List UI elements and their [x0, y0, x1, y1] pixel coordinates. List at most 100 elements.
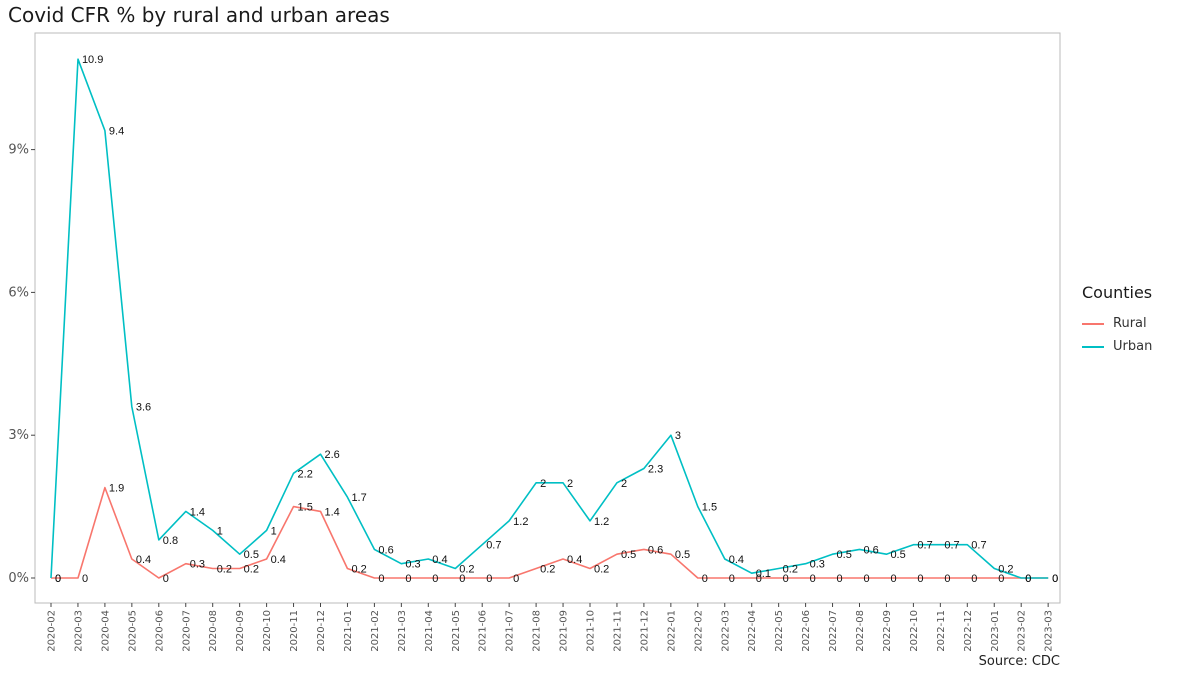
- y-tick-label: 9%: [8, 143, 29, 158]
- data-label-rural: 0: [163, 573, 169, 585]
- data-label-rural: 0: [513, 573, 519, 585]
- x-tick-label: 2022-10: [909, 610, 920, 652]
- x-tick-label: 2022-04: [747, 610, 758, 652]
- data-label-rural: 0.2: [351, 563, 366, 575]
- x-tick-label: 2021-12: [639, 610, 650, 652]
- data-label-urban: 0.5: [244, 549, 259, 561]
- legend-item-rural: Rural: [1082, 312, 1152, 335]
- data-label-urban: 3.6: [136, 402, 151, 414]
- x-tick-label: 2022-07: [828, 610, 839, 652]
- data-label-rural: 0.6: [648, 544, 663, 556]
- x-tick-label: 2021-11: [612, 610, 623, 652]
- x-tick-label: 2020-03: [73, 610, 84, 652]
- data-label-rural: 0.2: [540, 563, 555, 575]
- data-labels: 0 01.90.400.3 0.2 0.20.41.5 1.40.20 0 0 0 0 00.20…: [55, 54, 1058, 585]
- y-tick-label: 0%: [8, 571, 29, 586]
- x-tick-label: 2022-01: [666, 610, 677, 652]
- data-label-urban: 0.8: [163, 535, 178, 547]
- data-label-urban: 0.7: [944, 540, 959, 552]
- legend-item-urban: Urban: [1082, 335, 1152, 358]
- data-label-rural: 0: [917, 573, 923, 585]
- data-label-urban: 0.1: [756, 568, 771, 580]
- x-tick-label: 2020-07: [181, 610, 192, 652]
- x-tick-label: 2021-03: [397, 610, 408, 652]
- data-label-rural: 0: [459, 573, 465, 585]
- plot-panel-border: [34, 32, 1061, 604]
- source-note: Source: CDC: [978, 654, 1060, 669]
- y-axis: 0% 3% 6% 9%: [8, 143, 35, 586]
- x-tick-label: 2021-01: [343, 610, 354, 652]
- data-label-rural: 0: [998, 573, 1004, 585]
- data-label-urban: 0.4: [432, 554, 447, 566]
- data-label-rural: 0: [837, 573, 843, 585]
- y-tick-label: 3%: [8, 428, 29, 443]
- x-tick-label: 2022-08: [855, 610, 866, 652]
- x-axis: 2020-02 2020-03 2020-04 2020-05 2020-06 2020-…: [47, 603, 1055, 652]
- chart-title: Covid CFR % by rural and urban areas: [8, 3, 390, 27]
- data-label-urban: 2.2: [298, 468, 313, 480]
- data-label-urban: 1.2: [594, 516, 609, 528]
- x-tick-label: 2022-12: [963, 610, 974, 652]
- data-label-rural: 0: [82, 573, 88, 585]
- data-label-rural: 1.5: [298, 502, 313, 514]
- x-tick-label: 2022-11: [936, 610, 947, 652]
- data-label-urban: 1.4: [190, 506, 205, 518]
- data-label-urban: 0.5: [890, 549, 905, 561]
- x-tick-label: 2023-02: [1017, 610, 1028, 652]
- data-label-urban: 0: [55, 573, 61, 585]
- data-label-urban: 9.4: [109, 126, 124, 138]
- data-label-rural: 1.9: [109, 483, 124, 495]
- x-tick-label: 2021-10: [586, 610, 597, 652]
- data-label-rural: 0.5: [621, 549, 636, 561]
- data-label-urban: 0: [1052, 573, 1058, 585]
- data-label-rural: 0: [702, 573, 708, 585]
- data-label-rural: 0.2: [244, 563, 259, 575]
- data-label-rural: 0: [1025, 573, 1031, 585]
- y-tick-label: 6%: [8, 285, 29, 300]
- data-label-rural: 0: [810, 573, 816, 585]
- data-label-rural: 0.2: [594, 563, 609, 575]
- legend-swatch-rural: [1082, 322, 1104, 325]
- data-label-rural: 0: [971, 573, 977, 585]
- data-label-urban: 1.5: [702, 502, 717, 514]
- data-label-rural: 0: [890, 573, 896, 585]
- x-tick-label: 2021-07: [505, 610, 516, 652]
- series-line-rural: [51, 486, 1049, 579]
- x-tick-label: 2021-04: [424, 610, 435, 652]
- legend-swatch-urban: [1082, 345, 1104, 348]
- data-label-rural: 0: [378, 573, 384, 585]
- data-label-rural: 0.5: [675, 549, 690, 561]
- data-label-rural: 0: [756, 573, 762, 585]
- x-tick-label: 2022-09: [882, 610, 893, 652]
- x-tick-label: 2020-09: [235, 610, 246, 652]
- data-label-rural: 0.2: [217, 563, 232, 575]
- x-tick-label: 2020-10: [262, 610, 273, 652]
- x-tick-label: 2021-02: [370, 610, 381, 652]
- data-label-urban: 2: [621, 478, 627, 490]
- data-label-urban: 10.9: [82, 54, 103, 66]
- data-label-urban: 1: [271, 525, 277, 537]
- legend-label-rural: Rural: [1113, 316, 1147, 331]
- data-label-urban: 0.2: [459, 563, 474, 575]
- x-tick-label: 2023-03: [1044, 610, 1055, 652]
- x-tick-label: 2020-05: [127, 610, 138, 652]
- data-label-urban: 1: [217, 525, 223, 537]
- data-label-rural: 0: [944, 573, 950, 585]
- data-label-urban: 0.7: [486, 540, 501, 552]
- data-label-urban: 2: [567, 478, 573, 490]
- legend-title: Counties: [1082, 283, 1153, 302]
- x-tick-label: 2021-08: [532, 610, 543, 652]
- data-label-rural: 0.4: [136, 554, 151, 566]
- series-line-urban: [50, 58, 1049, 579]
- data-label-urban: 2.6: [325, 449, 340, 461]
- x-tick-label: 2020-11: [289, 610, 300, 652]
- x-tick-label: 2022-03: [720, 610, 731, 652]
- data-label-rural: 0.3: [190, 559, 205, 571]
- data-label-urban: 0.5: [837, 549, 852, 561]
- x-tick-label: 2021-05: [451, 610, 462, 652]
- data-label-urban: 2.3: [648, 464, 663, 476]
- data-label-urban: 0: [1025, 573, 1031, 585]
- x-tick-label: 2023-01: [990, 610, 1001, 652]
- data-label-urban: 1.7: [351, 492, 366, 504]
